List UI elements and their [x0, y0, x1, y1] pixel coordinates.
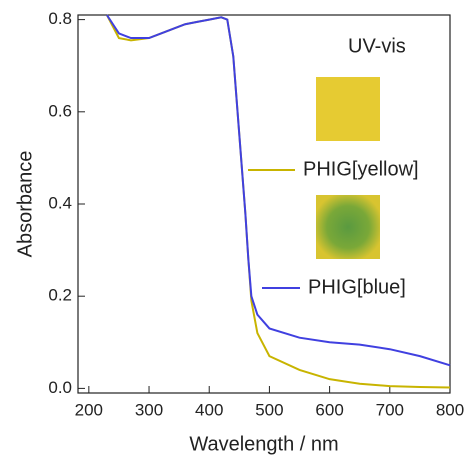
y-axis-label: Absorbance — [14, 151, 36, 258]
legend-label: PHIG[blue] — [308, 276, 406, 298]
sample-image-yellow — [316, 77, 380, 141]
y-tick-label: 0.0 — [48, 378, 72, 397]
y-tick-label: 0.4 — [48, 193, 72, 212]
x-axis-label: Wavelength / nm — [189, 433, 338, 455]
sample-image-blue — [316, 195, 380, 259]
x-tick-label: 500 — [255, 400, 283, 419]
x-tick-label: 600 — [315, 400, 343, 419]
x-tick-label: 200 — [75, 400, 103, 419]
y-tick-label: 0.6 — [48, 101, 72, 120]
x-tick-label: 300 — [135, 400, 163, 419]
x-tick-label: 800 — [436, 400, 464, 419]
plot-frame — [77, 14, 451, 394]
x-tick-label: 700 — [376, 400, 404, 419]
legend-label: PHIG[yellow] — [303, 158, 419, 180]
annotation: UV-vis — [348, 35, 406, 57]
data-line — [106, 14, 451, 367]
y-tick-label: 0.8 — [48, 9, 72, 28]
y-tick-label: 0.2 — [48, 286, 72, 305]
x-tick-label: 400 — [195, 400, 223, 419]
